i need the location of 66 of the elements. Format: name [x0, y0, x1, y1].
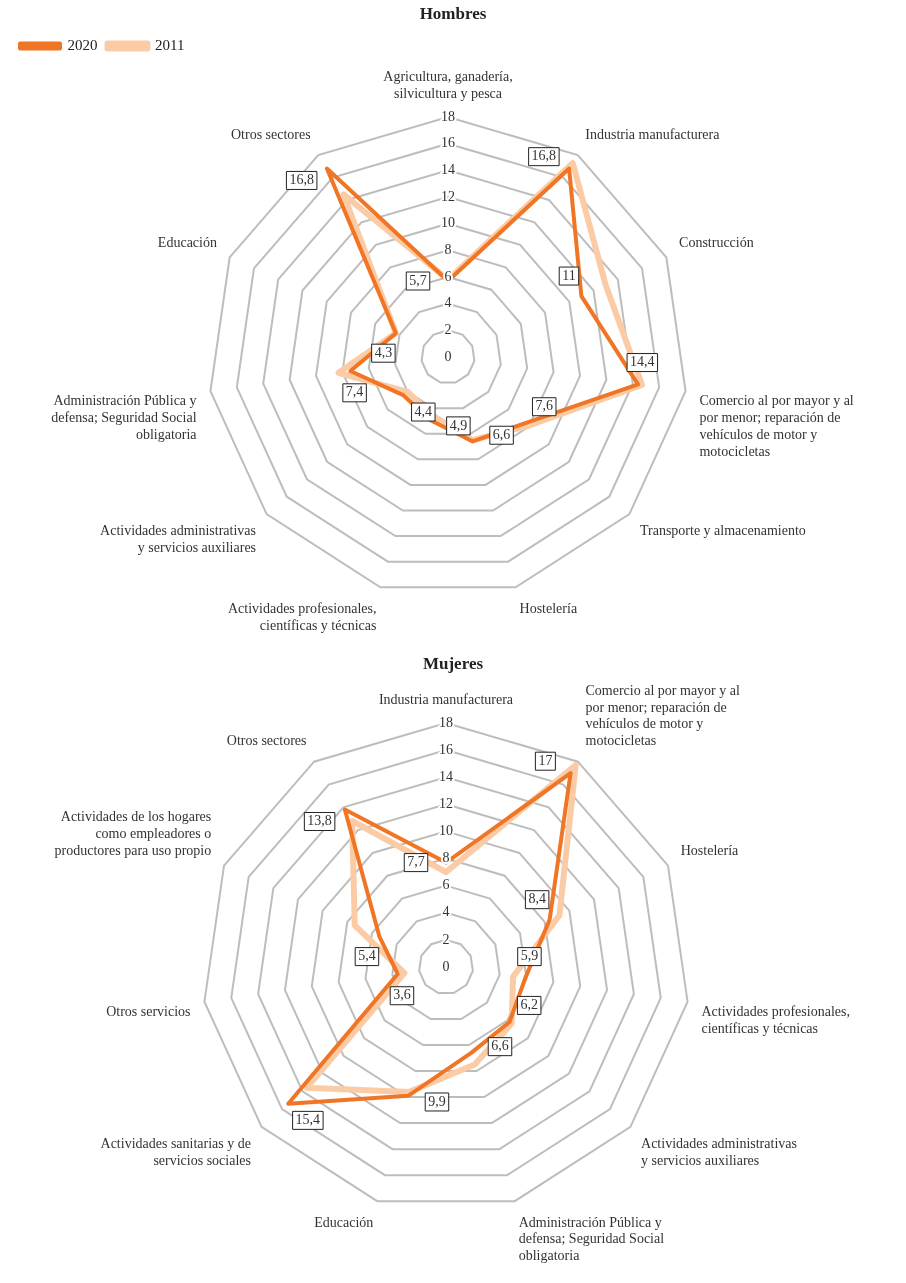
spoke-label: Industria manufacturera: [378, 692, 514, 708]
y-tick-label: 6: [444, 268, 452, 284]
data-label: 6,2: [520, 997, 538, 1013]
data-label: 8,4: [528, 891, 546, 907]
data-label: 6,6: [492, 426, 511, 442]
spoke-label: Otros sectores: [226, 733, 307, 749]
y-tick-label: 16: [439, 741, 453, 757]
data-label: 17: [538, 752, 553, 768]
spoke-label: Administración Pública y defensa; Seguridad Social obligatoria: [51, 393, 198, 442]
y-tick-label: 12: [441, 188, 455, 204]
spoke-label: Educación: [157, 234, 217, 250]
spoke-label: Comercio al por mayor y al por menor; reparación de vehículos de motor y motocicletas: [585, 682, 740, 749]
chart-title: Mujeres: [422, 653, 484, 673]
spoke-label: Otros sectores: [230, 126, 311, 142]
legend-label: 2011: [155, 36, 185, 53]
y-tick-label: 10: [439, 823, 453, 839]
spoke-label: Otros servicios: [106, 1003, 191, 1019]
y-tick-label: 16: [441, 135, 455, 151]
y-tick-label: 10: [441, 215, 455, 231]
spoke-label: Transporte y almacenamiento: [639, 523, 806, 539]
data-label: 5,7: [409, 272, 427, 288]
spoke-label: Actividades profesionales, científicas y técnicas: [227, 600, 377, 633]
y-tick-label: 12: [439, 795, 453, 811]
data-label: 4,9: [449, 417, 468, 433]
y-tick-label: 2: [442, 931, 450, 947]
y-tick-label: 14: [439, 768, 453, 784]
spoke-label: Actividades profesionales, científicas y técnicas: [701, 1003, 850, 1036]
spoke-label: Industria manufacturera: [585, 126, 721, 142]
data-label: 7,6: [535, 398, 553, 414]
data-label: 5,4: [358, 948, 376, 964]
data-label: 7,7: [407, 854, 425, 870]
spoke-label: Construcción: [679, 234, 754, 250]
y-tick-label: 14: [441, 162, 455, 178]
spoke-label: Actividades sanitarias y de servicios sociales: [100, 1136, 251, 1168]
spoke-label: Actividades administrativas y servicios auxiliares: [100, 523, 257, 556]
data-label: 16,8: [531, 148, 557, 164]
data-label: 11: [562, 267, 576, 283]
data-label: 15,4: [295, 1112, 321, 1128]
y-tick-label: 2: [444, 322, 452, 338]
y-tick-label: 18: [439, 714, 453, 730]
data-label: 5,9: [520, 948, 539, 964]
spoke-label: Actividades de los hogares como empleadores o productores para uso propio: [54, 809, 212, 859]
chart-title: Hombres: [419, 3, 487, 23]
legend-label: 2020: [67, 36, 98, 53]
spoke-label: Hostelería: [680, 843, 740, 859]
data-label: 14,4: [630, 354, 655, 370]
y-tick-label: 4: [444, 295, 452, 311]
y-tick-label: 4: [442, 904, 450, 920]
y-tick-label: 18: [441, 108, 455, 124]
data-label: 6,6: [491, 1038, 509, 1054]
data-label: 4,3: [374, 344, 393, 360]
data-label: 3,6: [393, 987, 411, 1003]
spoke-label: Educación: [314, 1214, 374, 1230]
y-tick-label: 6: [442, 877, 450, 893]
data-label: 4,4: [414, 403, 433, 419]
data-label: 9,9: [428, 1093, 446, 1109]
spoke-label: Administración Pública y defensa; Seguridad Social obligatoria: [518, 1214, 665, 1264]
spoke-label: Hostelería: [519, 600, 578, 616]
spoke-label: Actividades administrativas y servicios auxiliares: [641, 1136, 797, 1168]
y-tick-label: 0: [442, 958, 450, 974]
y-tick-label: 0: [444, 348, 452, 364]
spoke-label: Agricultura, ganadería, silvicultura y pesca: [383, 69, 513, 102]
data-label: 16,8: [289, 172, 314, 188]
spoke-label: Comercio al por mayor y al por menor; reparación de vehículos de motor y motocicletas: [699, 393, 854, 459]
data-label: 13,8: [307, 813, 332, 829]
data-label: 7,4: [345, 384, 364, 400]
